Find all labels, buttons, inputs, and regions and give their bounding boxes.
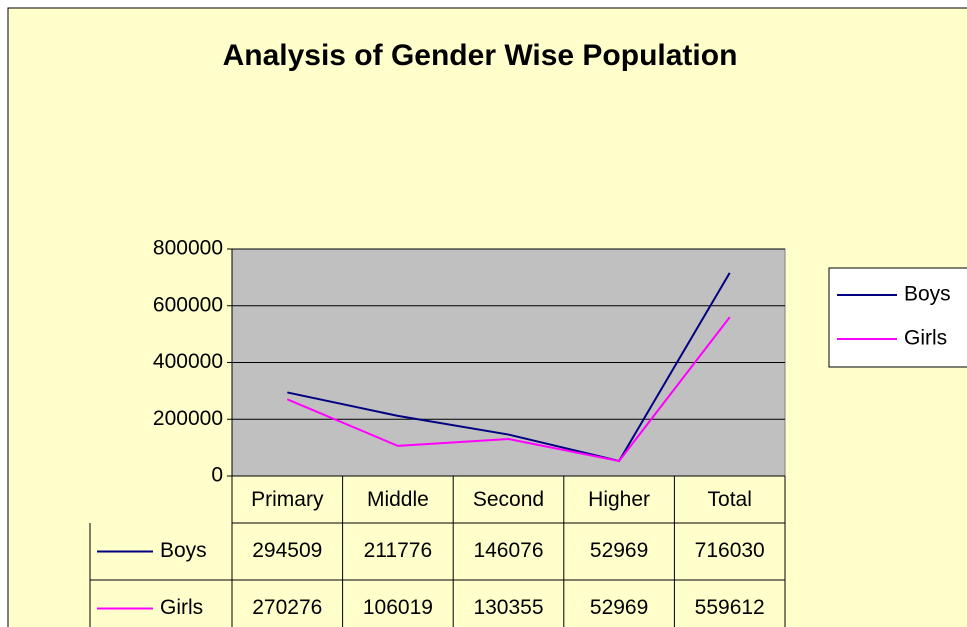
table-cell: 716030 [695,539,765,562]
table-cell: 270276 [252,596,322,619]
legend-label: Girls [904,327,947,350]
table-row-label: Girls [160,596,203,619]
chart-title: Analysis of Gender Wise Population [223,39,738,72]
y-tick-label: 200000 [153,407,223,430]
table-cell: 106019 [363,596,433,619]
x-tick-label: Middle [367,488,429,511]
table-cell: 211776 [364,539,433,562]
y-tick-label: 0 [211,464,223,487]
table-cell: 294509 [252,539,322,562]
table-cell: 146076 [473,539,543,562]
table-cell: 52969 [590,596,648,619]
table-row-label: Boys [160,539,207,562]
y-tick-label: 800000 [153,237,223,260]
table-cell: 130355 [473,596,543,619]
legend-box [828,267,967,368]
x-tick-label: Higher [588,488,650,511]
x-tick-label: Total [708,488,752,511]
legend-label: Boys [904,283,951,306]
series-line [286,316,731,463]
series-line [287,272,731,463]
y-tick-label: 600000 [153,293,223,316]
x-tick-label: Primary [251,488,324,511]
y-tick-label: 400000 [153,350,223,373]
table-cell: 559612 [695,596,765,619]
x-tick-label: Second [473,488,544,511]
table-cell: 52969 [590,539,648,562]
